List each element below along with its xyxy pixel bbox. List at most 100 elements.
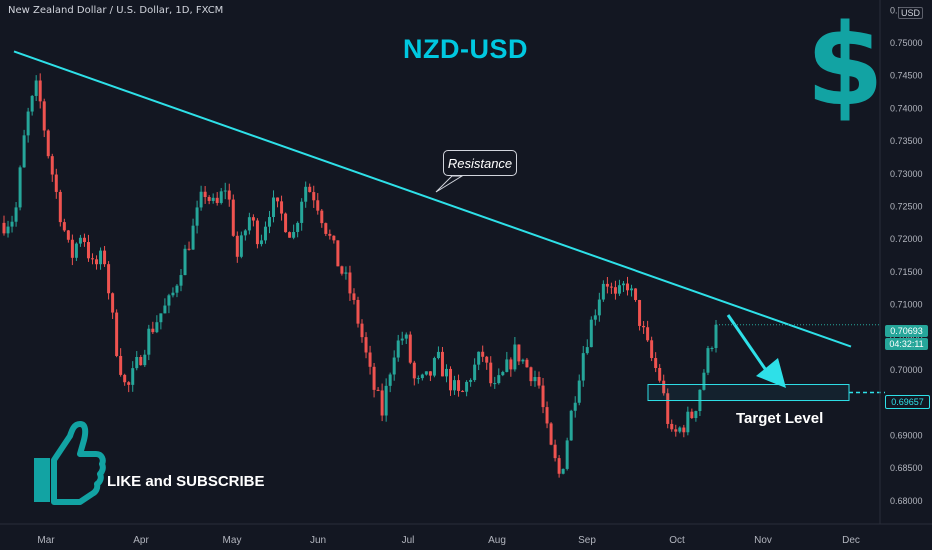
candle-body [469, 380, 473, 382]
candle-body [207, 196, 211, 201]
time-tick-label: Oct [669, 535, 685, 546]
candle-body [605, 283, 609, 287]
candle-body [308, 186, 312, 193]
target-level-label: Target Level [736, 410, 824, 427]
thumbs-up-icon [34, 421, 106, 505]
candle-body [617, 285, 621, 294]
candle-body [585, 347, 589, 354]
candle-body [300, 201, 304, 223]
candle-body [662, 380, 666, 394]
candle-body [404, 334, 408, 339]
candle-body [179, 275, 183, 286]
candle-body [529, 367, 533, 382]
candle-body [553, 444, 557, 459]
candle-body [589, 319, 593, 348]
candle-body [6, 226, 10, 234]
candle-body [461, 390, 465, 392]
candle-body [477, 351, 481, 365]
candle-body [22, 135, 26, 168]
candle-body [66, 230, 70, 240]
overlays-layer [13, 50, 885, 402]
candle-body [171, 292, 175, 296]
candle-body [38, 80, 42, 102]
candle-body [42, 101, 46, 131]
price-tick-label: 0.71500 [890, 267, 923, 277]
candle-body [227, 190, 231, 200]
price-axis[interactable]: 0.755000.750000.745000.740000.735000.730… [879, 0, 923, 524]
candle-body [280, 201, 284, 214]
candle-body [678, 427, 682, 432]
candle-body [111, 293, 115, 313]
candle-body [412, 362, 416, 379]
candle-body [682, 427, 686, 433]
candle-body [497, 375, 501, 384]
candle-body [650, 340, 654, 359]
candle-body [304, 186, 308, 202]
candle-body [90, 258, 94, 260]
candle-body [288, 232, 292, 238]
candle-body [561, 468, 565, 474]
candle-body [58, 191, 62, 223]
candle-body [284, 213, 288, 233]
price-tick-label: 0.74500 [890, 71, 923, 81]
candle-body [139, 356, 143, 366]
candle-body [312, 192, 316, 201]
price-tick-label: 0.72000 [890, 234, 923, 244]
price-tick-label: 0.74000 [890, 103, 923, 113]
candle-body [621, 283, 625, 286]
time-tick-label: Apr [133, 535, 149, 546]
time-axis[interactable]: Mar Apr May Jun Jul Aug Sep Oct Nov Dec [0, 523, 932, 546]
arrow-down-icon [726, 314, 772, 377]
candle-body [50, 156, 54, 175]
candle-body [501, 371, 505, 376]
candle-body [352, 293, 356, 300]
candle-body [372, 366, 376, 390]
candle-body [344, 272, 348, 274]
candle-body [360, 323, 364, 338]
candle-body [493, 383, 497, 385]
candle-body [332, 235, 336, 241]
price-tick-label: 0.73500 [890, 136, 923, 146]
candle-body [62, 222, 66, 231]
candle-body [634, 288, 638, 301]
candle-body [505, 359, 509, 372]
candle-body [127, 382, 131, 385]
candle-body [34, 80, 38, 96]
candle-body [384, 385, 388, 416]
candle-body [613, 287, 617, 294]
candle-body [368, 352, 372, 367]
price-tick-label: 0.70500 [890, 332, 923, 342]
candle-body [485, 356, 489, 363]
currency-badge[interactable]: USD [898, 7, 924, 19]
candle-body [147, 328, 151, 355]
price-tick-label: 0.75000 [890, 38, 923, 48]
candle-body [706, 348, 710, 373]
candle-body [239, 235, 243, 257]
price-tick-label: 0.68000 [890, 496, 923, 506]
candle-body [364, 337, 368, 353]
candle-body [243, 230, 247, 236]
candle-body [175, 285, 179, 293]
candle-body [296, 222, 300, 232]
candle-body [453, 380, 457, 391]
candle-body [609, 286, 613, 288]
candle-body [231, 199, 235, 236]
candle-body [103, 250, 107, 265]
candle-body [255, 220, 259, 245]
candle-body [714, 324, 718, 349]
candle-body [18, 167, 22, 208]
price-tick-label: 0.71000 [890, 300, 923, 310]
candle-body [159, 313, 163, 323]
candle-body [74, 243, 78, 258]
candle-body [533, 377, 537, 382]
candle-body [513, 344, 517, 370]
target-zone-box [647, 384, 850, 402]
candle-body [235, 235, 239, 257]
candle-body [320, 210, 324, 224]
resistance-callout: Resistance [443, 150, 517, 176]
time-tick-label: Mar [37, 535, 55, 546]
candle-body [259, 240, 263, 245]
candle-body [666, 393, 670, 424]
price-tick-label: 0.73000 [890, 169, 923, 179]
